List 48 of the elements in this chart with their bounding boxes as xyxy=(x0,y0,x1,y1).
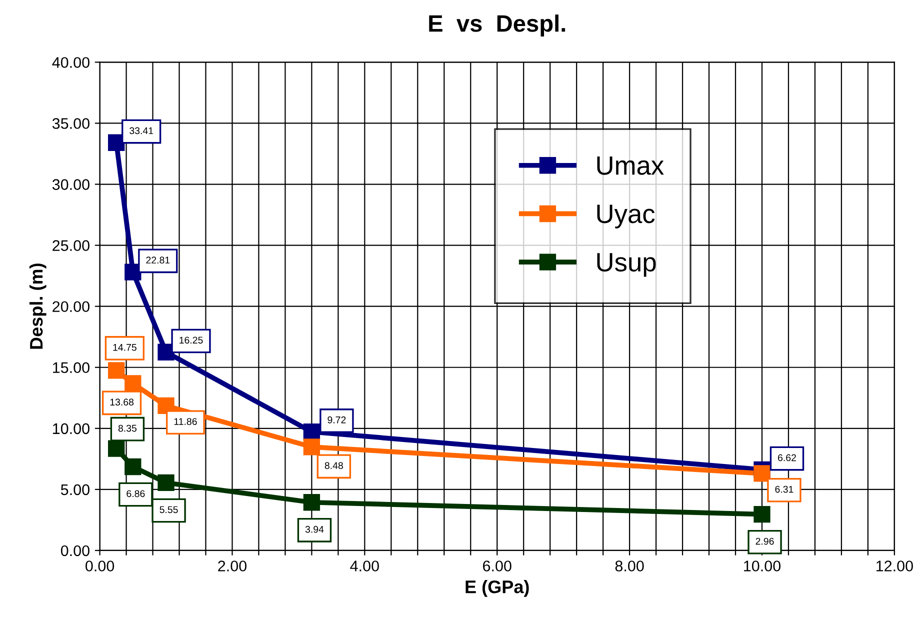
y-tick-label: 10.00 xyxy=(53,423,90,434)
y-tick-label: 30.00 xyxy=(52,179,90,190)
data-label: 6.86 xyxy=(126,490,145,498)
point xyxy=(124,264,142,280)
data-label: 5.55 xyxy=(160,506,178,514)
point xyxy=(124,458,142,476)
y-tick-label: 20.00 xyxy=(52,301,90,312)
point xyxy=(303,438,320,456)
y-tick-label: 25.00 xyxy=(52,240,90,251)
point xyxy=(124,375,142,392)
data-label: 3.94 xyxy=(305,526,324,533)
x-tick-label: 6.00 xyxy=(483,560,512,572)
data-label: 33.41 xyxy=(130,127,154,134)
x-tick-label: 2.00 xyxy=(218,560,247,572)
data-label: 6.62 xyxy=(778,454,796,462)
y-tick-label: 35.00 xyxy=(52,118,90,129)
data-label: 14.75 xyxy=(113,344,136,351)
point xyxy=(108,362,125,379)
point xyxy=(303,494,320,511)
y-tick-label: 15.00 xyxy=(53,362,90,374)
x-tick-label: 8.00 xyxy=(615,560,644,572)
data-label: 22.81 xyxy=(146,256,170,264)
data-label: 11.86 xyxy=(174,418,197,425)
legend-label: Uyac xyxy=(597,204,655,228)
x-tick-label: 4.00 xyxy=(350,560,379,572)
data-label: 9.72 xyxy=(328,416,346,424)
data-label: 16.25 xyxy=(180,336,203,344)
x-tick-label: 10.00 xyxy=(744,560,781,572)
x-tick-label: 12.00 xyxy=(876,560,913,572)
point xyxy=(158,344,174,360)
data-label: 8.48 xyxy=(324,462,343,470)
y-tick-label: 0.00 xyxy=(60,545,90,556)
x-tick-label: 0.00 xyxy=(86,560,114,572)
chart-title: E vs Despl. xyxy=(429,14,566,37)
data-label: 8.35 xyxy=(118,424,137,432)
legend-label: Umax xyxy=(597,156,664,175)
point xyxy=(158,474,174,492)
point xyxy=(108,440,125,457)
data-label: 2.96 xyxy=(756,538,774,545)
y-tick-label: 40.00 xyxy=(52,57,90,68)
x-axis-title: E (GPa) xyxy=(466,580,529,597)
y-tick-label: 5.00 xyxy=(60,484,90,496)
y-axis-title: Despl. (m) xyxy=(29,264,46,349)
point xyxy=(754,465,770,482)
point xyxy=(754,506,770,523)
legend-label: Usup xyxy=(597,253,656,277)
data-label: 6.31 xyxy=(775,486,794,493)
data-label: 13.68 xyxy=(110,398,134,406)
